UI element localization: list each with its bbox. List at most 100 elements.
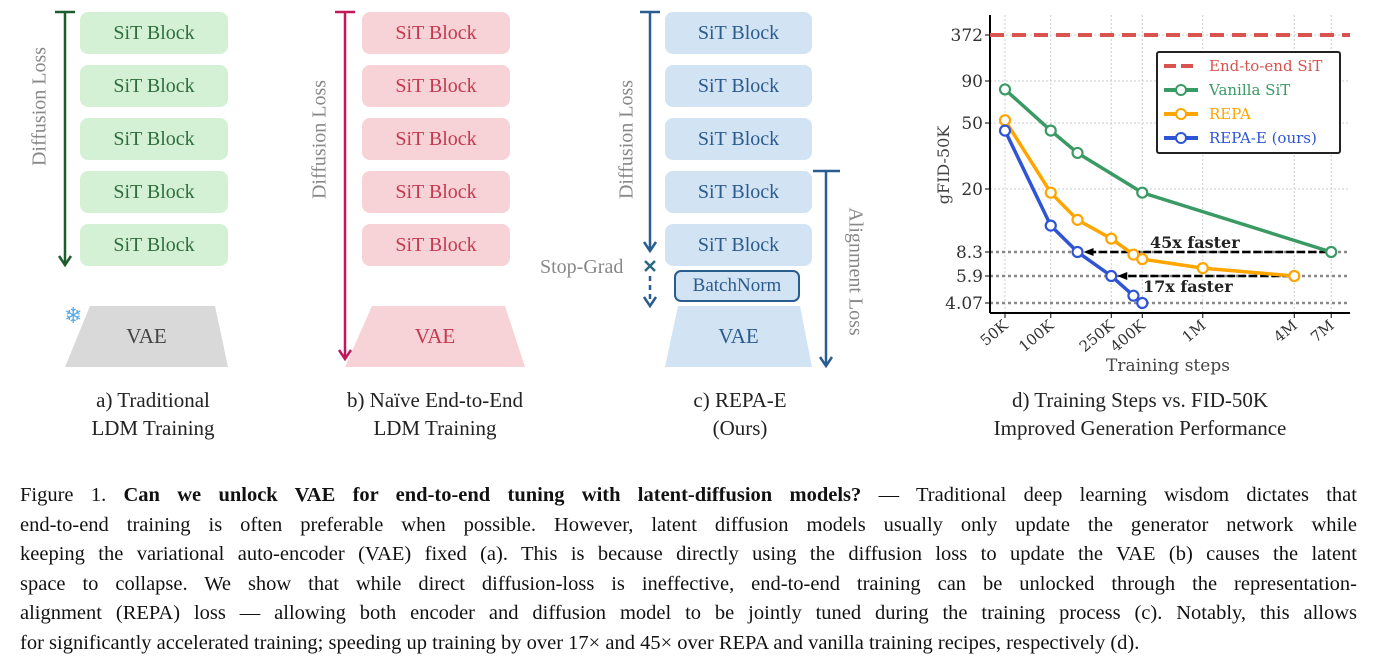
arrowhead — [1083, 248, 1094, 256]
y-tick-label: 5.9 — [956, 267, 983, 287]
y-tick-label: 8.3 — [956, 243, 983, 263]
panel-d-caption: d) Training Steps vs. FID-50K Improved Ge… — [950, 386, 1330, 442]
data-point — [1071, 146, 1084, 160]
caption-line: c) REPA-E — [693, 388, 787, 412]
caption-line: a) Traditional — [96, 388, 210, 412]
y-tick-label: 20 — [961, 180, 983, 200]
sit-block: SiT Block — [665, 12, 812, 54]
sit-block: SiT Block — [665, 224, 812, 266]
data-point — [1044, 186, 1057, 199]
caption-line: d) Training Steps vs. FID-50K — [1011, 388, 1269, 412]
caption-line: LDM Training — [373, 416, 497, 440]
data-point — [1044, 219, 1057, 232]
data-point — [1325, 245, 1338, 259]
legend-marker — [1175, 108, 1187, 120]
legend: End-to-end SiT Vanilla SiT REPA REPA-E (our… — [1156, 51, 1341, 154]
caption-line: keeping the variational auto-encoder (VA… — [20, 543, 1357, 565]
data-point — [1071, 213, 1084, 226]
legend-label: REPA — [1209, 105, 1251, 123]
diffusion-loss-arrow-c — [640, 10, 660, 309]
panel-c-caption: c) REPA-E (Ours) — [640, 386, 840, 442]
figure-number: Figure 1. — [20, 484, 124, 506]
series-line — [1003, 119, 1295, 278]
caption-line: Improved Generation Performance — [993, 416, 1287, 440]
vae-label-b: VAE — [414, 324, 456, 348]
panel-b-caption: b) Naïve End-to-End LDM Training — [325, 386, 545, 442]
snowflake-icon: ❄ — [64, 304, 83, 329]
sit-block: SiT Block — [665, 118, 812, 160]
data-point — [1196, 262, 1209, 275]
y-tick-label: 4.07 — [945, 294, 983, 314]
sit-block: SiT Block — [80, 224, 228, 266]
sit-block: SiT Block — [80, 118, 228, 160]
x-tick-label: 1M — [1179, 316, 1210, 346]
data-point — [1288, 269, 1301, 283]
diagram-arrows — [55, 10, 840, 369]
sit-block: SiT Block — [362, 224, 510, 266]
sit-block: SiT Block — [665, 65, 812, 107]
sit-block: SiT Block — [80, 12, 228, 54]
caption-line: alignment (REPA) loss — allowing both en… — [20, 602, 1357, 624]
arrowhead — [1117, 272, 1128, 280]
vae-shape-a — [65, 306, 228, 367]
legend-marker — [1175, 84, 1187, 96]
vae-label-a: VAE — [126, 324, 167, 348]
sit-block: SiT Block — [362, 12, 510, 54]
vae-label-c: VAE — [718, 324, 759, 348]
data-point — [1136, 186, 1149, 199]
stop-grad-x-icon — [644, 260, 656, 272]
data-point — [1105, 269, 1118, 283]
data-point — [1071, 245, 1084, 259]
annotation-17x: 17x faster — [1143, 277, 1233, 296]
sit-block: SiT Block — [665, 171, 812, 213]
data-point — [1136, 253, 1149, 266]
diffusion-loss-arrow-b — [335, 10, 355, 362]
data-point — [1105, 232, 1118, 245]
y-tick-label: 50 — [961, 114, 983, 134]
sit-block: SiT Block — [362, 118, 510, 160]
legend-label: End-to-end SiT — [1209, 57, 1322, 75]
legend-label: REPA-E (ours) — [1209, 129, 1317, 147]
caption-title: Can we unlock VAE for end-to-end tuning … — [123, 484, 862, 506]
sit-block: SiT Block — [362, 171, 510, 213]
vae-shape-b — [345, 306, 525, 367]
caption-line: Figure 1. Can we unlock VAE for end-to-e… — [20, 481, 1357, 511]
legend-box — [1156, 51, 1341, 154]
caption-line: end-to-end training is often preferable … — [20, 513, 1357, 536]
caption-line: (Ours) — [712, 416, 768, 440]
caption-line: space to collapse. We show that while di… — [20, 572, 1357, 595]
y-axis-label: gFID-50K — [934, 125, 953, 205]
x-tick-label: 50K — [977, 316, 1012, 350]
x-axis-label: Training steps — [1106, 356, 1230, 376]
x-tick-label: 4M — [1270, 316, 1301, 346]
caption-line: LDM Training — [91, 416, 215, 440]
data-point — [998, 124, 1012, 137]
batchnorm-block: BatchNorm — [674, 270, 800, 302]
data-point — [998, 114, 1012, 127]
y-tick-label: 372 — [951, 26, 983, 46]
caption-text: — Traditional deep learning wisdom dicta… — [861, 484, 1357, 506]
sit-block: SiT Block — [80, 171, 228, 213]
legend-marker — [1175, 132, 1187, 144]
data-point — [1136, 296, 1149, 310]
stop-grad-label: Stop-Grad — [540, 256, 624, 278]
data-point — [998, 83, 1012, 96]
x-tick-label: 400K — [1107, 316, 1150, 356]
alignment-loss-arrow — [813, 169, 840, 369]
data-point — [1044, 124, 1057, 137]
sit-block: SiT Block — [362, 65, 510, 107]
x-tick-label: 7M — [1307, 316, 1338, 346]
data-point — [1127, 289, 1140, 302]
x-tick-label: 100K — [1015, 316, 1058, 356]
legend-label: Vanilla SiT — [1208, 81, 1290, 99]
y-tick-label: 90 — [961, 72, 983, 92]
sit-block: SiT Block — [80, 65, 228, 107]
diffusion-loss-arrow-a — [55, 10, 75, 268]
panel-a-caption: a) Traditional LDM Training — [53, 386, 253, 442]
caption-line: for significantly accelerated training; … — [20, 631, 1140, 654]
annotation-45x: 45x faster — [1150, 233, 1240, 252]
figure-caption: Figure 1. Can we unlock VAE for end-to-e… — [20, 481, 1357, 658]
vae-shape-c — [665, 306, 812, 367]
